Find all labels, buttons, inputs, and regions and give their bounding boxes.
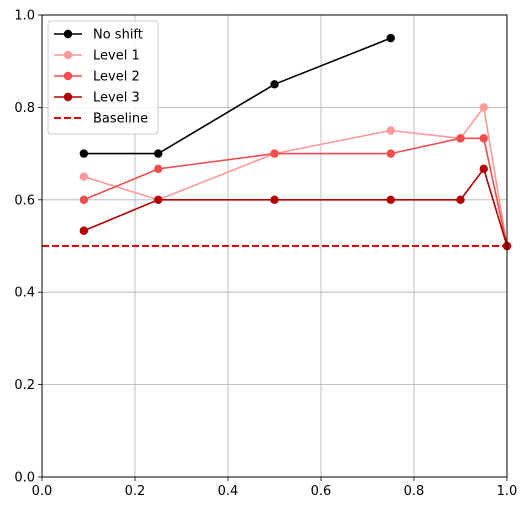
series-line [83, 137, 508, 247]
legend: No shift Level 1 Level 2 Level 3 Baseline [47, 20, 159, 135]
data-point [270, 149, 279, 158]
legend-label: Level 1 [93, 49, 140, 64]
legend-marker [63, 71, 73, 81]
y-tick-label: 1.0 [14, 9, 35, 24]
data-point [79, 149, 89, 158]
legend-box [47, 20, 159, 135]
legend-marker [63, 29, 73, 39]
data-point [79, 226, 89, 235]
legend-entry: Level 1 [54, 49, 140, 64]
data-point [79, 172, 89, 181]
data-point [386, 149, 395, 158]
data-point [386, 33, 395, 43]
legend-entry: No shift [54, 28, 143, 43]
plot-frame [41, 14, 508, 478]
axis-ticks: 0.0 0.2 0.4 0.6 0.8 1.0 0.0 0.2 0.4 0.6 0.8 1.0 [14, 9, 517, 500]
data-point [270, 80, 279, 89]
x-tick-label: 0.0 [32, 484, 53, 499]
series-no-shift [79, 33, 395, 158]
x-tick-label: 0.4 [218, 484, 239, 499]
series-level-3 [79, 164, 512, 251]
legend-marker [63, 50, 73, 60]
y-tick-label: 0.2 [14, 378, 35, 393]
data-point [386, 126, 395, 135]
x-tick-label: 0.8 [404, 484, 425, 499]
legend-label: Level 3 [93, 91, 140, 106]
data-point [479, 164, 488, 174]
x-tick-label: 0.2 [125, 484, 146, 499]
data-point [154, 195, 163, 204]
data-point [386, 195, 395, 204]
data-point [456, 195, 465, 204]
y-tick-label: 0.6 [14, 193, 35, 208]
data-point [270, 195, 279, 204]
y-tick-label: 0.8 [14, 101, 35, 116]
data-point [79, 195, 89, 204]
legend-label: No shift [93, 28, 143, 43]
legend-label: Baseline [93, 112, 148, 127]
data-point [154, 164, 163, 174]
legend-marker [63, 92, 73, 102]
x-tick-label: 1.0 [497, 484, 518, 499]
series-layer [79, 33, 512, 251]
data-point [479, 134, 488, 143]
y-tick-label: 0.0 [14, 471, 35, 486]
series-line [83, 167, 508, 247]
legend-entry: Level 2 [54, 70, 140, 85]
series-line [83, 37, 392, 155]
series-level-2 [79, 134, 512, 251]
y-tick-label: 0.4 [14, 286, 35, 301]
data-point [479, 103, 488, 112]
x-tick-label: 0.6 [311, 484, 332, 499]
legend-label: Level 2 [93, 70, 140, 85]
data-point [456, 134, 465, 143]
legend-entry: Level 3 [54, 91, 140, 106]
legend-entry: Baseline [54, 112, 148, 127]
data-point [154, 149, 163, 158]
